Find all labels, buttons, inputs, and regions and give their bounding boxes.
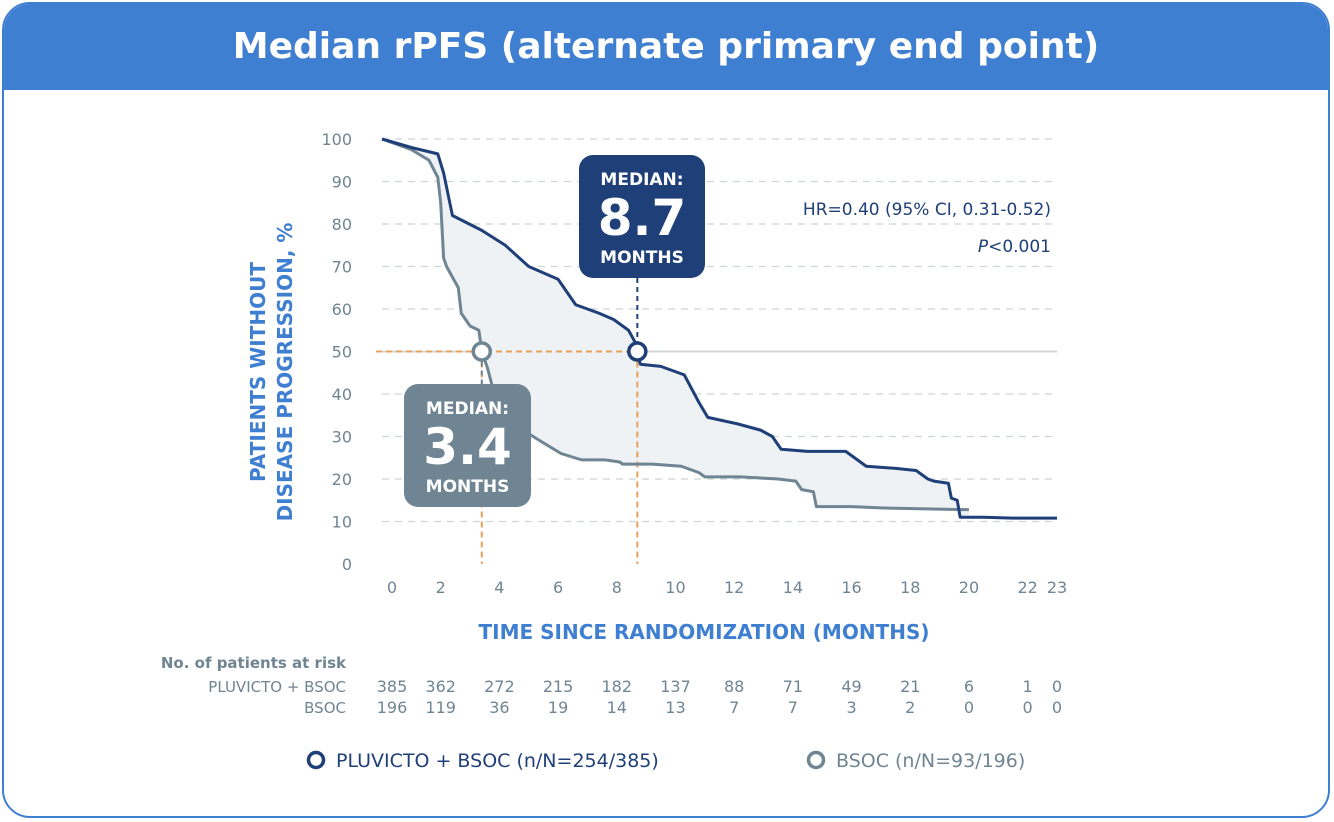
p-value-text: P<0.001	[978, 237, 1051, 257]
at-risk-title: No. of patients at risk	[161, 654, 347, 672]
x-tick-label-18: 18	[900, 578, 920, 597]
median-callout-value-pluvicto: 8.7	[598, 189, 687, 247]
at-risk-value-1-1: 119	[425, 698, 456, 717]
x-tick-label-16: 16	[841, 578, 861, 597]
y-tick-label-50: 50	[332, 343, 352, 362]
at-risk-value-1-9: 2	[905, 698, 915, 717]
x-tick-label-10: 10	[665, 578, 685, 597]
x-tick-label-0: 0	[387, 578, 397, 597]
y-tick-label-100: 100	[321, 130, 352, 149]
at-risk-value-1-7: 7	[788, 698, 798, 717]
at-risk-value-0-8: 49	[841, 677, 861, 696]
series-line-pluvicto	[381, 137, 1057, 520]
at-risk-value-0-7: 71	[783, 677, 803, 696]
y-tick-label-30: 30	[332, 428, 352, 447]
y-axis-title-line2: DISEASE PROGRESSION, %	[273, 223, 297, 522]
at-risk-value-0-2: 272	[484, 677, 515, 696]
hazard-ratio-text: HR=0.40 (95% CI, 0.31-0.52)	[803, 200, 1051, 220]
at-risk-value-1-0: 196	[377, 698, 408, 717]
x-tick-label-23: 23	[1047, 578, 1067, 597]
p-value-symbol: P	[978, 237, 989, 257]
at-risk-value-1-2: 36	[489, 698, 509, 717]
at-risk-value-1-4: 14	[607, 698, 627, 717]
at-risk-value-0-3: 215	[543, 677, 574, 696]
y-tick-label-0: 0	[342, 555, 352, 574]
x-tick-label-6: 6	[553, 578, 563, 597]
at-risk-value-0-4: 182	[602, 677, 633, 696]
y-tick-label-90: 90	[332, 173, 352, 192]
median-callout-label-pluvicto: MEDIAN:	[600, 170, 683, 190]
legend-marker-pluvicto	[306, 750, 326, 770]
at-risk-value-0-0: 385	[377, 677, 408, 696]
at-risk-value-0-9: 21	[900, 677, 920, 696]
median-marker-bsoc	[471, 341, 493, 362]
at-risk-value-0-11: 1	[1023, 677, 1033, 696]
at-risk-value-1-5: 13	[665, 698, 685, 717]
at-risk-value-1-6: 7	[729, 698, 739, 717]
chart-header: Median rPFS (alternate primary end point…	[4, 4, 1328, 90]
p-value-number: <0.001	[988, 237, 1051, 257]
x-tick-label-22: 22	[1017, 578, 1037, 597]
at-risk-value-1-10: 0	[964, 698, 974, 717]
median-callout-value-bsoc: 3.4	[423, 418, 512, 476]
legend-label-bsoc: BSOC (n/N=93/196)	[836, 750, 1025, 772]
x-tick-label-12: 12	[724, 578, 744, 597]
y-tick-label-70: 70	[332, 258, 352, 277]
at-risk-value-0-10: 6	[964, 677, 974, 696]
median-callout-label-bsoc: MEDIAN:	[426, 399, 509, 419]
legend-marker-bsoc	[806, 750, 826, 770]
x-tick-label-2: 2	[436, 578, 446, 597]
median-callout-box-bsoc	[404, 384, 531, 507]
y-tick-label-10: 10	[332, 513, 352, 532]
median-callout-unit-bsoc: MONTHS	[426, 477, 510, 497]
y-tick-label-60: 60	[332, 300, 352, 319]
at-risk-value-1-11: 0	[1023, 698, 1033, 717]
at-risk-value-0-5: 137	[660, 677, 691, 696]
at-risk-value-1-12: 0	[1052, 698, 1062, 717]
y-tick-label-20: 20	[332, 470, 352, 489]
at-risk-value-0-6: 88	[724, 677, 744, 696]
y-tick-label-80: 80	[332, 215, 352, 234]
at-risk-row-label-1: BSOC	[304, 699, 346, 717]
x-tick-label-8: 8	[612, 578, 622, 597]
at-risk-value-0-12: 0	[1052, 677, 1062, 696]
y-tick-label-40: 40	[332, 385, 352, 404]
at-risk-value-1-8: 3	[846, 698, 856, 717]
y-axis-title-line1: PATIENTS WITHOUT	[246, 262, 270, 482]
median-marker-pluvicto	[627, 341, 648, 362]
x-axis-title: TIME SINCE RANDOMIZATION (MONTHS)	[479, 620, 930, 644]
x-tick-label-14: 14	[783, 578, 803, 597]
series-line-bsoc	[381, 137, 969, 512]
legend-label-pluvicto: PLUVICTO + BSOC (n/N=254/385)	[336, 750, 659, 772]
at-risk-value-1-3: 19	[548, 698, 568, 717]
median-callout-box-pluvicto	[579, 155, 705, 278]
x-tick-label-20: 20	[959, 578, 979, 597]
median-callout-unit-pluvicto: MONTHS	[600, 248, 684, 268]
chart-title: Median rPFS (alternate primary end point…	[232, 26, 1100, 67]
at-risk-value-0-1: 362	[425, 677, 456, 696]
at-risk-row-label-0: PLUVICTO + BSOC	[208, 678, 346, 696]
x-tick-label-4: 4	[494, 578, 504, 597]
